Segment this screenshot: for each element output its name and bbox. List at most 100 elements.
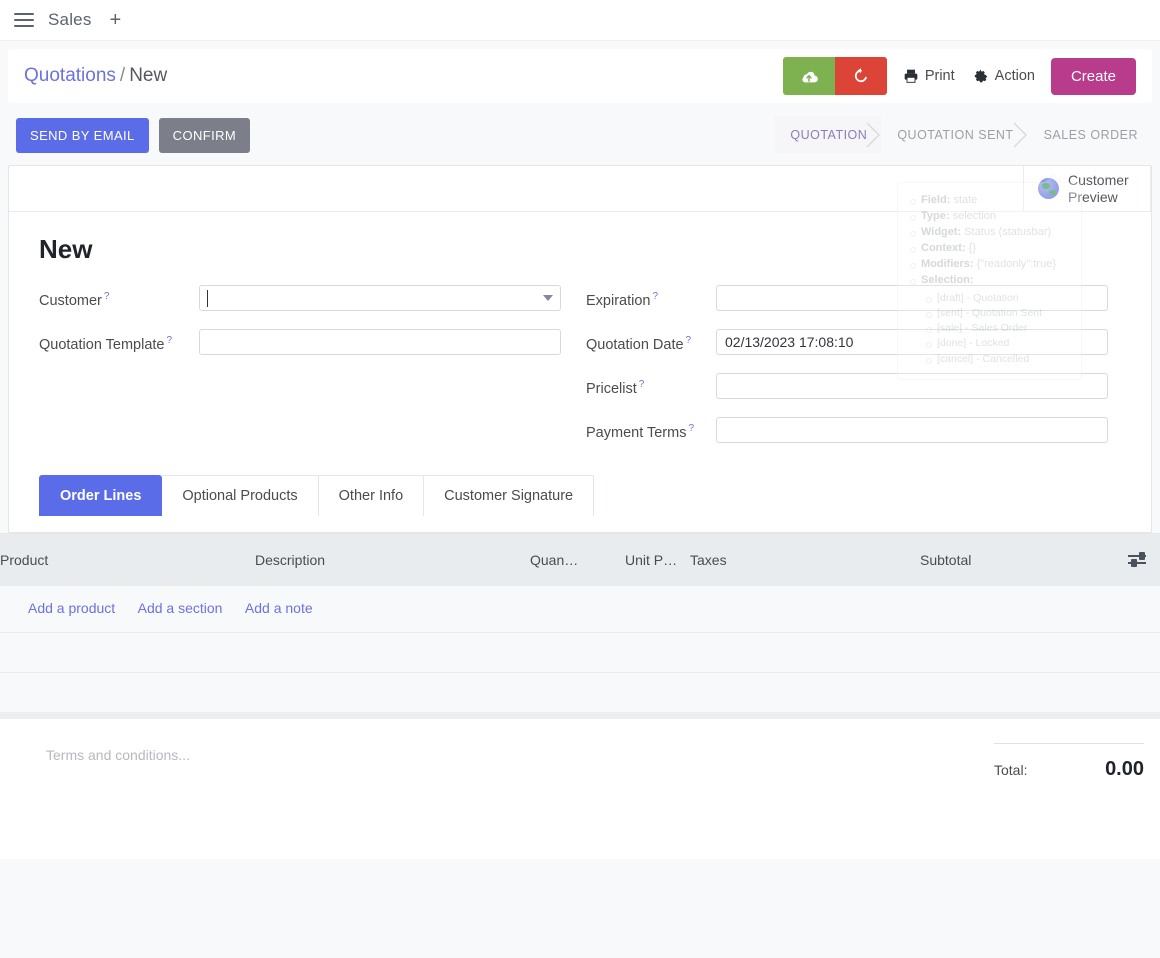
order-lines-footer: Terms and conditions... Total: 0.00 (0, 713, 1160, 859)
column-options (1128, 534, 1160, 586)
chevron-right-icon (1013, 122, 1027, 148)
expiration-input[interactable] (716, 285, 1108, 311)
field-expiration: Expiration? (586, 285, 1135, 311)
total-value: 0.00 (1105, 758, 1144, 780)
customer-combo (199, 285, 561, 311)
help-marker-icon: ? (688, 423, 695, 434)
column-options-sliders-icon[interactable] (1128, 551, 1146, 567)
page-title: New (39, 234, 93, 264)
discard-button[interactable] (834, 57, 887, 95)
total-line: Total: 0.00 (994, 743, 1144, 781)
field-customer-label: Customer? (39, 285, 199, 309)
field-quotation-date-label: Quotation Date? (586, 329, 716, 353)
gear-icon (974, 69, 988, 83)
terms-and-conditions-field[interactable]: Terms and conditions... (46, 747, 190, 763)
save-discard-group (782, 57, 887, 95)
status-bar: QUOTATION QUOTATION SENT SALES ORDER (774, 116, 1152, 154)
help-marker-icon: ? (685, 335, 692, 346)
field-pricelist: Pricelist? (586, 373, 1135, 399)
status-quotation[interactable]: QUOTATION (774, 116, 882, 154)
customer-preview-label: Customer Preview (1068, 172, 1129, 204)
form-body: New Customer? (9, 212, 1151, 532)
help-marker-icon: ? (638, 379, 645, 390)
add-a-note-link[interactable]: Add a note (244, 600, 313, 616)
help-marker-icon: ? (166, 335, 173, 346)
help-marker-icon: ? (652, 291, 659, 302)
status-action-row: SEND BY EMAIL CONFIRM QUOTATION QUOTATIO… (8, 109, 1152, 159)
text-caret (207, 290, 208, 307)
field-pricelist-label-text: Pricelist (586, 380, 637, 397)
save-button[interactable] (782, 57, 835, 95)
quotation-template-input[interactable] (199, 329, 561, 355)
form-sheet: Customer Preview New Customer? (8, 165, 1152, 533)
column-unit-price[interactable]: Unit P… (625, 534, 690, 586)
action-button[interactable]: Action (971, 64, 1037, 88)
action-label: Action (994, 68, 1035, 84)
add-links-cell: Add a product Add a section Add a note (0, 586, 1160, 633)
field-quotation-date-label-text: Quotation Date (586, 336, 684, 353)
print-label: Print (924, 68, 955, 84)
hamburger-menu-icon[interactable] (14, 13, 34, 27)
stat-button-box: Customer Preview (9, 166, 1151, 212)
field-expiration-label-text: Expiration (586, 292, 651, 309)
breadcrumb-current: New (129, 65, 168, 86)
chevron-right-icon (866, 122, 881, 148)
form-columns: Customer? Quotation Template? (25, 285, 1135, 461)
field-payment-terms: Payment Terms? (586, 417, 1135, 443)
customer-preview-button[interactable]: Customer Preview (1023, 166, 1151, 211)
status-sales-order-label: SALES ORDER (1043, 128, 1138, 142)
tab-order-lines[interactable]: Order Lines (39, 475, 163, 516)
totals-block: Total: 0.00 (994, 733, 1144, 829)
column-quantity[interactable]: Quan… (530, 534, 625, 586)
help-marker-icon: ? (103, 291, 110, 302)
column-subtotal[interactable]: Subtotal (920, 534, 1128, 586)
quotation-date-input[interactable] (716, 329, 1108, 355)
add-icon[interactable]: + (109, 9, 122, 31)
field-pricelist-label: Pricelist? (586, 373, 716, 397)
undo-icon (854, 68, 867, 83)
form-column-left: Customer? Quotation Template? (25, 285, 580, 461)
order-lines-body: Add a product Add a section Add a note (0, 586, 1160, 713)
breadcrumb-separator: / (119, 65, 126, 86)
customer-preview-line1: Customer (1068, 172, 1129, 189)
print-button[interactable]: Print (901, 64, 957, 88)
customer-input[interactable] (199, 285, 561, 311)
status-quotation-sent[interactable]: QUOTATION SENT (881, 116, 1027, 154)
tab-customer-signature[interactable]: Customer Signature (424, 475, 595, 516)
field-customer-label-text: Customer (39, 292, 102, 309)
form-sheet-wrapper: Customer Preview New Customer? (8, 165, 1152, 533)
breadcrumb-quotations-link[interactable]: Quotations (24, 65, 116, 86)
tab-optional-products[interactable]: Optional Products (162, 475, 319, 516)
create-button[interactable]: Create (1050, 57, 1136, 95)
field-quotation-template-label: Quotation Template? (39, 329, 199, 353)
globe-icon (1038, 178, 1059, 199)
field-quotation-template-label-text: Quotation Template (39, 336, 165, 353)
notebook-tabs: Order Lines Optional Products Other Info… (39, 475, 1135, 516)
field-payment-terms-label: Payment Terms? (586, 417, 716, 441)
status-sales-order[interactable]: SALES ORDER (1028, 116, 1152, 154)
column-description[interactable]: Description (255, 534, 530, 586)
add-links-row: Add a product Add a section Add a note (0, 586, 1160, 633)
confirm-button[interactable]: CONFIRM (158, 117, 251, 153)
add-a-section-link[interactable]: Add a section (137, 600, 223, 616)
table-row (0, 672, 1160, 713)
printer-icon (904, 69, 918, 83)
field-payment-terms-label-text: Payment Terms (586, 424, 687, 441)
field-expiration-label: Expiration? (586, 285, 716, 309)
pricelist-input[interactable] (716, 373, 1108, 399)
form-column-right: Expiration? Quotation Date? Pricelist? (580, 285, 1135, 461)
cloud-upload-icon (802, 71, 818, 83)
payment-terms-input[interactable] (716, 417, 1108, 443)
order-lines-table-container: Product Description Quan… Unit P… Taxes … (0, 533, 1160, 859)
app-brand-name[interactable]: Sales (48, 10, 92, 29)
column-product[interactable]: Product (0, 534, 255, 586)
tab-other-info[interactable]: Other Info (318, 475, 425, 516)
field-quotation-date: Quotation Date? (586, 329, 1135, 355)
field-customer: Customer? (39, 285, 580, 311)
order-lines-table: Product Description Quan… Unit P… Taxes … (0, 534, 1160, 713)
column-taxes[interactable]: Taxes (690, 534, 920, 586)
send-by-email-button[interactable]: SEND BY EMAIL (16, 117, 149, 153)
top-navbar: Sales + (0, 0, 1160, 41)
add-a-product-link[interactable]: Add a product (28, 600, 116, 616)
field-quotation-template: Quotation Template? (39, 329, 580, 355)
